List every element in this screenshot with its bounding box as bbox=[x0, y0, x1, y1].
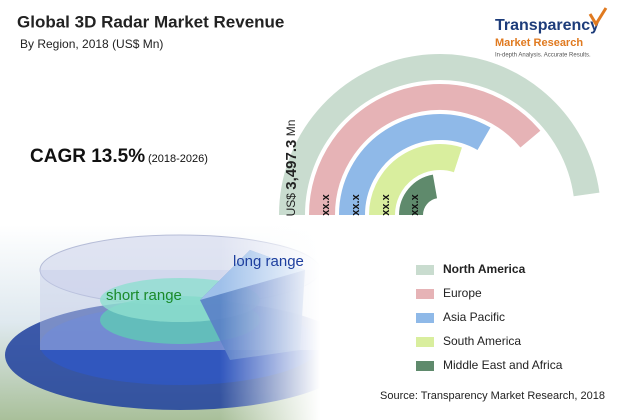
ring-label: xx.x bbox=[380, 193, 392, 215]
ring bbox=[309, 84, 541, 216]
ring bbox=[339, 114, 491, 216]
legend-label: South America bbox=[443, 334, 521, 348]
radar-illustration bbox=[0, 225, 400, 420]
legend-label: Asia Pacific bbox=[443, 310, 505, 324]
ring-label: xx.x bbox=[409, 193, 421, 215]
logo-check bbox=[588, 7, 608, 27]
radar-short: short range bbox=[106, 287, 182, 304]
subtitle: By Region, 2018 (US$ Mn) bbox=[20, 37, 163, 51]
ring bbox=[279, 54, 600, 216]
legend-label: Europe bbox=[443, 286, 482, 300]
rings: xx.x xx.x xx.x xx.x bbox=[279, 54, 600, 216]
total-unit: Mn bbox=[284, 120, 298, 137]
ring-label: xx.x bbox=[320, 193, 332, 215]
total-label: US$ 3,497.3 Mn bbox=[283, 120, 300, 217]
radar-long: long range bbox=[233, 253, 304, 270]
total-amount: 3,497.3 bbox=[283, 140, 300, 190]
source: Source: Transparency Market Research, 20… bbox=[380, 390, 605, 402]
logo-name2: Market Research bbox=[495, 37, 583, 49]
legend: North America Europe Asia Pacific South Ame… bbox=[416, 262, 563, 372]
cagr: CAGR 13.5% bbox=[30, 146, 145, 167]
legend-swatch bbox=[416, 337, 434, 347]
title: Global 3D Radar Market Revenue bbox=[17, 12, 284, 31]
logo-name: Transparency bbox=[495, 17, 599, 34]
legend-label: North America bbox=[443, 262, 526, 276]
ring-label: xx.x bbox=[350, 193, 362, 215]
ring bbox=[399, 174, 438, 216]
cagr-period: (2018-2026) bbox=[148, 153, 208, 165]
ring bbox=[369, 144, 462, 216]
legend-swatch bbox=[416, 289, 434, 299]
legend-label: Middle East and Africa bbox=[443, 358, 563, 372]
legend-swatch bbox=[416, 313, 434, 323]
legend-swatch bbox=[416, 361, 434, 371]
legend-swatch bbox=[416, 265, 434, 275]
logo-tagline: In-depth Analysis. Accurate Results. bbox=[495, 53, 591, 59]
total-currency: US$ bbox=[284, 193, 298, 217]
